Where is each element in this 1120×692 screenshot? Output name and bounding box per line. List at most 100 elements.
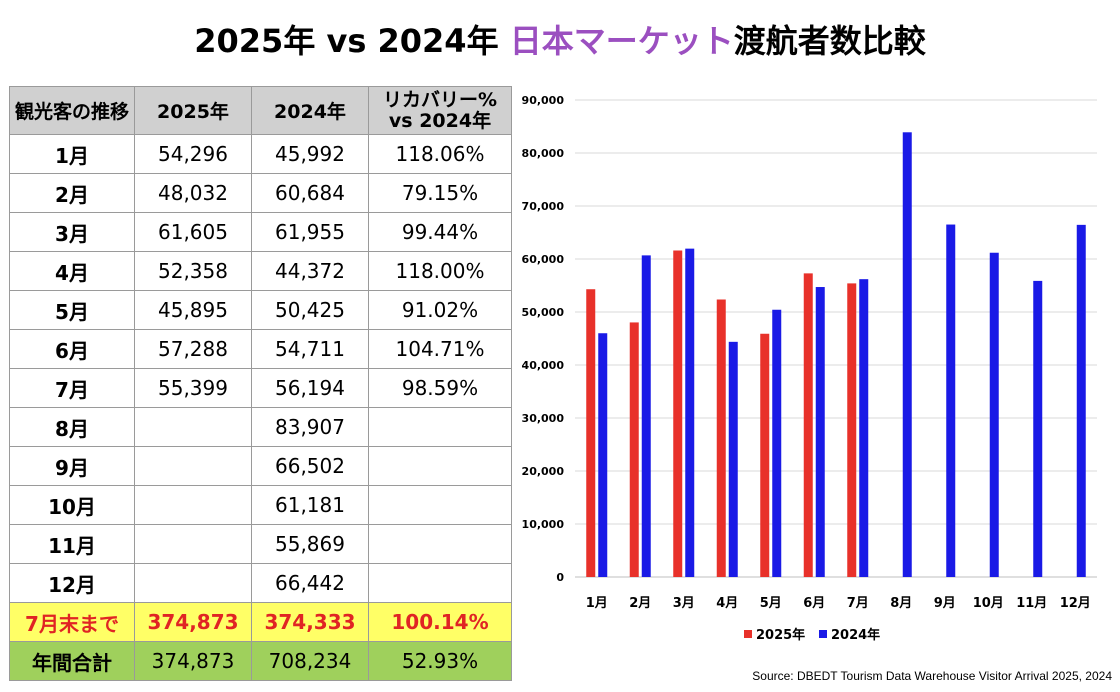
- value-cell: 79.15%: [368, 173, 512, 213]
- page-title: 2025年 vs 2024年 日本マーケット渡航者数比較: [0, 16, 1120, 62]
- column-header: リカバリー% vs 2024年: [368, 86, 512, 135]
- value-cell: [368, 563, 512, 603]
- column-header: 観光客の推移: [9, 86, 135, 135]
- value-cell: 66,442: [251, 563, 369, 603]
- value-cell: [134, 485, 252, 525]
- x-tick-label: 1月: [586, 596, 608, 611]
- bar-2024年-10月: [989, 252, 999, 577]
- table-row: 11月 55,869: [9, 524, 512, 564]
- y-tick-label: 40,000: [522, 359, 565, 372]
- month-cell: 8月: [9, 407, 135, 447]
- bar-2025年-2月: [629, 322, 639, 577]
- value-cell: 54,711: [251, 329, 369, 369]
- bar-2024年-8月: [902, 132, 912, 577]
- value-cell: 48,032: [134, 173, 252, 213]
- bar-2025年-6月: [803, 273, 813, 577]
- legend-swatch: [819, 630, 827, 638]
- y-tick-label: 30,000: [522, 412, 565, 425]
- value-cell: 60,684: [251, 173, 369, 213]
- value-cell: 83,907: [251, 407, 369, 447]
- value-cell: 374,333: [251, 602, 369, 642]
- row-label-cell: 7月末まで: [9, 602, 135, 642]
- y-tick-label: 60,000: [522, 253, 565, 266]
- bar-2025年-1月: [586, 289, 596, 577]
- value-cell: 91.02%: [368, 290, 512, 330]
- bar-2025年-3月: [673, 250, 683, 577]
- title-prefix: 2025年 vs 2024年: [194, 22, 510, 60]
- total-row: 年間合計 374,873 708,234 52.93%: [9, 641, 512, 681]
- month-cell: 4月: [9, 251, 135, 291]
- value-cell: 44,372: [251, 251, 369, 291]
- bar-2024年-9月: [946, 224, 956, 577]
- value-cell: 45,895: [134, 290, 252, 330]
- bar-2024年-2月: [641, 255, 651, 577]
- x-tick-label: 12月: [1060, 596, 1091, 611]
- legend-swatch: [744, 630, 752, 638]
- bar-2024年-3月: [685, 248, 695, 578]
- x-tick-label: 5月: [760, 596, 782, 611]
- bar-2025年-5月: [760, 333, 770, 577]
- x-tick-label: 8月: [890, 596, 912, 611]
- value-cell: 56,194: [251, 368, 369, 408]
- comparison-table: 観光客の推移 2025年 2024年 リカバリー% vs 2024年 1月 54,296 4…: [9, 86, 512, 681]
- value-cell: 708,234: [251, 641, 369, 681]
- row-label-cell: 年間合計: [9, 641, 135, 681]
- value-cell: 374,873: [134, 602, 252, 642]
- title-accent: 日本マーケット: [509, 22, 734, 60]
- table-row: 7月 55,399 56,194 98.59%: [9, 368, 512, 408]
- value-cell: 66,502: [251, 446, 369, 486]
- table-row: 9月 66,502: [9, 446, 512, 486]
- y-tick-label: 0: [556, 571, 564, 584]
- y-tick-label: 70,000: [522, 200, 565, 213]
- column-header: 2025年: [134, 86, 252, 135]
- month-cell: 5月: [9, 290, 135, 330]
- table-row: 8月 83,907: [9, 407, 512, 447]
- title-suffix: 渡航者数比較: [733, 22, 926, 60]
- value-cell: 374,873: [134, 641, 252, 681]
- bar-2024年-7月: [859, 279, 869, 577]
- table-row: 1月 54,296 45,992 118.06%: [9, 134, 512, 174]
- month-cell: 9月: [9, 446, 135, 486]
- value-cell: [368, 407, 512, 447]
- table-row: 4月 52,358 44,372 118.00%: [9, 251, 512, 291]
- value-cell: [368, 524, 512, 564]
- x-tick-label: 7月: [847, 596, 869, 611]
- value-cell: [368, 446, 512, 486]
- value-cell: [134, 563, 252, 603]
- table-row: 10月 61,181: [9, 485, 512, 525]
- value-cell: 55,399: [134, 368, 252, 408]
- x-tick-label: 10月: [973, 596, 1004, 611]
- month-cell: 11月: [9, 524, 135, 564]
- legend-label: 2025年: [756, 627, 805, 643]
- value-cell: 61,181: [251, 485, 369, 525]
- value-cell: 98.59%: [368, 368, 512, 408]
- table-row: 2月 48,032 60,684 79.15%: [9, 173, 512, 213]
- value-cell: 61,955: [251, 212, 369, 252]
- table-row: 3月 61,605 61,955 99.44%: [9, 212, 512, 252]
- x-tick-label: 2月: [629, 596, 651, 611]
- bar-2025年-7月: [847, 283, 857, 577]
- x-tick-label: 11月: [1016, 596, 1047, 611]
- month-cell: 2月: [9, 173, 135, 213]
- table-row: 12月 66,442: [9, 563, 512, 603]
- bar-2024年-5月: [772, 309, 782, 577]
- month-cell: 7月: [9, 368, 135, 408]
- value-cell: 61,605: [134, 212, 252, 252]
- source-note: Source: DBEDT Tourism Data Warehouse Vis…: [752, 669, 1112, 683]
- month-cell: 6月: [9, 329, 135, 369]
- y-tick-label: 80,000: [522, 147, 565, 160]
- ytd-row: 7月末まで 374,873 374,333 100.14%: [9, 602, 512, 642]
- month-cell: 12月: [9, 563, 135, 603]
- value-cell: 57,288: [134, 329, 252, 369]
- value-cell: [134, 446, 252, 486]
- y-tick-label: 10,000: [522, 518, 565, 531]
- column-header: 2024年: [251, 86, 369, 135]
- value-cell: [368, 485, 512, 525]
- value-cell: 50,425: [251, 290, 369, 330]
- month-cell: 3月: [9, 212, 135, 252]
- y-tick-label: 90,000: [522, 94, 565, 107]
- value-cell: [134, 524, 252, 564]
- table-row: 5月 45,895 50,425 91.02%: [9, 290, 512, 330]
- month-cell: 1月: [9, 134, 135, 174]
- month-cell: 10月: [9, 485, 135, 525]
